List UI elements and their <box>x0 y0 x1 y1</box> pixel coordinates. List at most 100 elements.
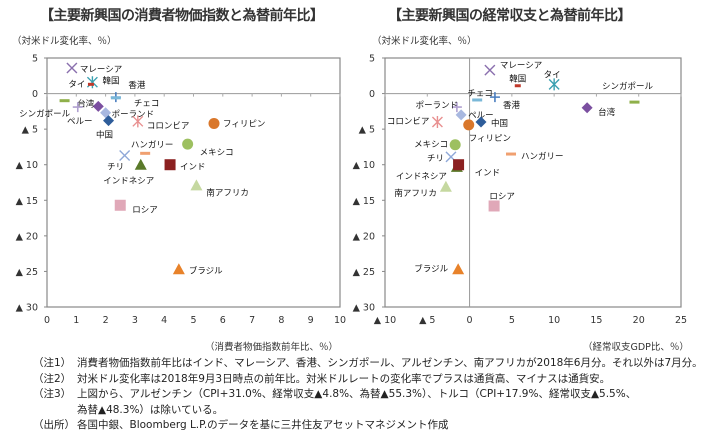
point-label: 香港 <box>128 80 146 91</box>
point-label: ブラジル <box>414 263 448 274</box>
x-tick-label: 0 <box>467 315 473 326</box>
marker-dash <box>629 100 640 104</box>
marker-dash <box>140 151 151 155</box>
x-tick-label: 3 <box>132 315 138 326</box>
point-label: 中国 <box>491 118 508 129</box>
data-point: フィリピン <box>208 117 265 129</box>
data-point: ペルー <box>455 109 494 121</box>
point-label: ブラジル <box>189 265 223 276</box>
point-label: シンガポール <box>19 109 71 120</box>
note-3: （注3） 上図から、アルゼンチン（CPI+31.0%、経常収支▲4.8%、為替▲5… <box>33 387 703 403</box>
notes: （注1） 消費者物価指数前年比はインド、マレーシア、香港、シンガポール、アルゼンチ… <box>33 356 703 434</box>
data-point: シンガポール <box>602 81 653 104</box>
data-point: 南アフリカ <box>394 180 452 199</box>
marker-smallrect <box>514 84 521 88</box>
cpi-fx-chart: 5 0 ▲ 5 ▲ 10 ▲ 15 ▲ 20 ▲ 25 ▲ 30 0 1 2 3 4 5 6 7 8 9 10 マレー… <box>16 54 346 327</box>
marker-circle <box>208 117 220 129</box>
data-point: ペルー <box>67 102 93 127</box>
y-tick-label: ▲ 20 <box>16 231 38 242</box>
marker-diamond <box>103 115 115 127</box>
marker-plus <box>489 92 500 103</box>
marker-x <box>66 62 78 74</box>
left-y-axis-label: （対米ドル変化率、％） <box>12 36 117 47</box>
marker-diamond <box>581 102 593 114</box>
note-tag: （出所） <box>33 419 75 431</box>
marker-square <box>453 159 465 171</box>
point-label: ハンガリー <box>521 151 564 162</box>
note-tag: （注1） <box>33 357 72 369</box>
note-text: 消費者物価指数前年比はインド、マレーシア、香港、シンガポール、アルゼンチン、南ア… <box>77 357 703 369</box>
y-tick-label: ▲ 25 <box>16 267 38 278</box>
left-chart-title: 【主要新興国の消費者物価指数と為替前年比】 <box>40 8 324 24</box>
marker-asterisk <box>548 78 560 91</box>
y-tick-label: ▲ 15 <box>16 196 38 207</box>
data-point: 中国 <box>96 115 115 141</box>
x-tick-label: 7 <box>249 315 255 326</box>
marker-dash <box>110 96 121 100</box>
point-label: ロシア <box>489 192 515 202</box>
y-tick-label: 0 <box>32 89 38 100</box>
point-label: マレーシア <box>500 61 542 71</box>
x-tick-label: 4 <box>161 315 167 326</box>
x-tick-label: 9 <box>308 315 314 326</box>
marker-circle <box>449 139 461 151</box>
data-point: 韓国 <box>87 75 119 86</box>
data-point: 韓国 <box>509 74 526 88</box>
right-x-axis-label: （経常収支GDP比、％） <box>583 342 689 353</box>
y-tick-label: ▲ 10 <box>16 160 38 171</box>
point-label: タイ <box>68 80 85 90</box>
y-tick-label: ▲ 15 <box>353 196 375 207</box>
data-point: メキシコ <box>414 139 461 151</box>
y-tick-label: ▲ 30 <box>353 303 375 314</box>
note-text: 対米ドル変化率は2018年9月3日時点の前年比。対米ドルレートの変化率でプラスは… <box>77 372 611 385</box>
data-point: フィリピン <box>463 119 511 144</box>
x-tick-label: 6 <box>220 315 226 326</box>
data-point: メキシコ <box>182 138 234 158</box>
note-text: 上図から、アルゼンチン（CPI+31.0%、経常収支▲4.8%、為替▲55.3%… <box>77 388 637 400</box>
data-point: 南アフリカ <box>190 179 249 198</box>
note-source: （出所） 各国中銀、Bloomberg L.P.のデータを基に三井住友アセットマネ… <box>33 418 703 434</box>
note-tag: （注2） <box>33 372 72 385</box>
data-point: ポーランド <box>416 101 462 113</box>
current-account-fx-chart: 50▲ 5▲ 10▲ 15▲ 20▲ 25▲ 30▲ 10 ▲ 5 0 5 10 15 20… <box>353 54 687 327</box>
point-label: マレーシア <box>80 65 122 75</box>
data-point: チェコ <box>467 89 493 102</box>
point-label: インドネシア <box>396 172 447 182</box>
point-label: フィリピン <box>469 134 511 144</box>
marker-dash <box>472 98 483 102</box>
marker-square <box>114 199 126 211</box>
point-label: 南アフリカ <box>394 188 437 199</box>
x-tick-label: 5 <box>190 315 196 326</box>
point-label: コロンビア <box>147 121 190 131</box>
point-label: ペルー <box>67 117 93 127</box>
y-tick-label: 5 <box>32 54 38 65</box>
plot-area <box>384 57 682 308</box>
marker-dash <box>506 152 517 156</box>
marker-x <box>484 64 496 76</box>
point-label: チリ <box>107 162 124 172</box>
data-point: 台湾 <box>581 102 616 118</box>
data-point: シンガポール <box>19 99 71 120</box>
right-chart-title: 【主要新興国の経常収支と為替前年比】 <box>388 8 632 24</box>
y-tick-label: ▲ 25 <box>353 267 375 278</box>
point-label: 韓国 <box>509 74 526 85</box>
point-label: タイ <box>544 70 561 80</box>
y-tick-label: 5 <box>369 54 375 65</box>
marker-dash <box>59 99 70 103</box>
left-x-axis-label: （消費者物価指数前年比、％） <box>205 342 339 353</box>
x-tick-label: ▲ 5 <box>419 315 435 326</box>
x-tick-label: 8 <box>278 315 284 326</box>
data-point: インド <box>453 159 500 179</box>
data-point: 台湾 <box>77 98 104 112</box>
point-label: インドネシア <box>103 177 154 187</box>
point-label: ポーランド <box>416 101 459 111</box>
data-point: ハンガリー <box>131 139 174 155</box>
marker-diamond <box>455 109 467 121</box>
point-label: チリ <box>427 154 444 164</box>
marker-circle <box>182 138 194 150</box>
data-point: 中国 <box>475 116 508 129</box>
data-point: マレーシア <box>66 62 122 75</box>
point-label: ハンガリー <box>131 139 174 150</box>
point-label: 南アフリカ <box>206 187 249 198</box>
